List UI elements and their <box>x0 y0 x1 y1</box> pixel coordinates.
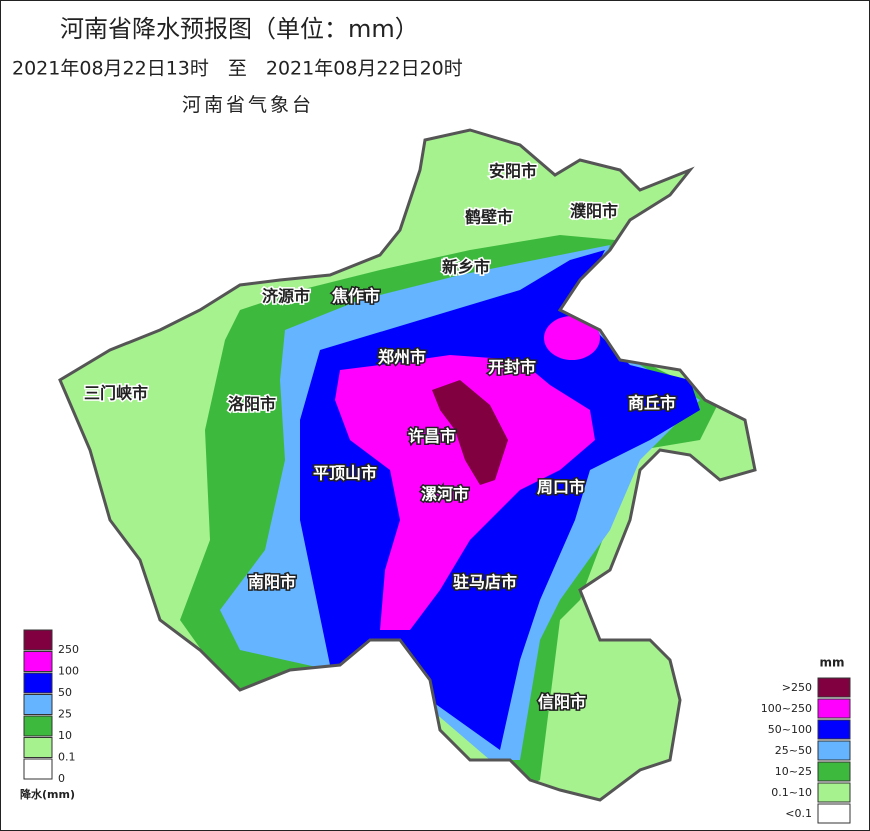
legend-label: 50 <box>58 686 72 699</box>
period: 2021年08月22日13时 至 2021年08月22日20时 <box>12 58 463 80</box>
legend-swatch <box>817 677 851 698</box>
legend-unit: mm <box>819 656 844 670</box>
legend-swatch <box>817 803 851 824</box>
legend-label: >250 <box>782 681 812 694</box>
legend-swatch <box>23 629 53 651</box>
legend-swatch <box>817 698 851 719</box>
legend-swatch <box>23 651 53 672</box>
legend-label: 10~25 <box>775 765 812 778</box>
city-label: 鹤壁市 <box>465 208 513 227</box>
legend-label: 25~50 <box>775 744 812 757</box>
city-label: 开封市 <box>488 358 536 377</box>
legend-swatch <box>817 761 851 782</box>
city-label: 商丘市 <box>628 394 676 413</box>
issuer: 河南省气象台 <box>182 94 314 116</box>
city-label: 郑州市 <box>378 348 426 367</box>
legend-label: 25 <box>58 708 72 721</box>
city-label: 南阳市 <box>248 573 296 592</box>
legend-label: 100~250 <box>761 702 812 715</box>
legend-label: 0.1 <box>58 751 76 764</box>
legend-right: mm >250 100~250 50~100 25~50 10~25 0.1~10 <0.1 <box>761 656 851 824</box>
city-label: 洛阳市 <box>228 395 276 414</box>
city-label: 漯河市 <box>421 485 469 504</box>
city-label: 周口市 <box>537 478 585 497</box>
city-label: 济源市 <box>262 287 310 306</box>
legend-label: <0.1 <box>785 807 812 820</box>
legend-left: 250 100 50 25 10 0.1 0 降水(mm) <box>20 629 79 801</box>
city-label: 三门峡市 <box>84 384 148 403</box>
city-label: 焦作市 <box>331 287 380 306</box>
legend-title: 降水(mm) <box>20 787 75 801</box>
legend-label: 250 <box>58 643 79 656</box>
city-label: 平顶山市 <box>313 464 377 483</box>
city-label: 新乡市 <box>442 258 490 277</box>
legend-label: 0.1~10 <box>771 786 812 799</box>
legend-swatch <box>23 694 53 715</box>
city-label: 信阳市 <box>538 693 586 712</box>
legend-label: 50~100 <box>768 723 812 736</box>
zone-magenta <box>544 316 600 360</box>
legend-label: 10 <box>58 729 72 742</box>
legend-swatch <box>23 715 53 737</box>
zone-maroon <box>432 380 508 485</box>
city-label: 安阳市 <box>489 162 537 181</box>
legend-swatch <box>23 672 53 694</box>
city-label: 许昌市 <box>408 427 456 446</box>
legend-label: 100 <box>58 665 79 678</box>
title: 河南省降水预报图（单位：mm） <box>60 15 419 43</box>
city-label: 濮阳市 <box>570 202 618 221</box>
legend-label: 0 <box>58 772 65 785</box>
legend-swatch <box>817 740 851 761</box>
legend-swatch <box>817 782 851 803</box>
legend-swatch <box>23 737 53 758</box>
legend-swatch <box>817 719 851 740</box>
city-label: 驻马店市 <box>453 573 517 592</box>
zone-magenta <box>335 355 595 630</box>
legend-swatch <box>23 758 53 780</box>
